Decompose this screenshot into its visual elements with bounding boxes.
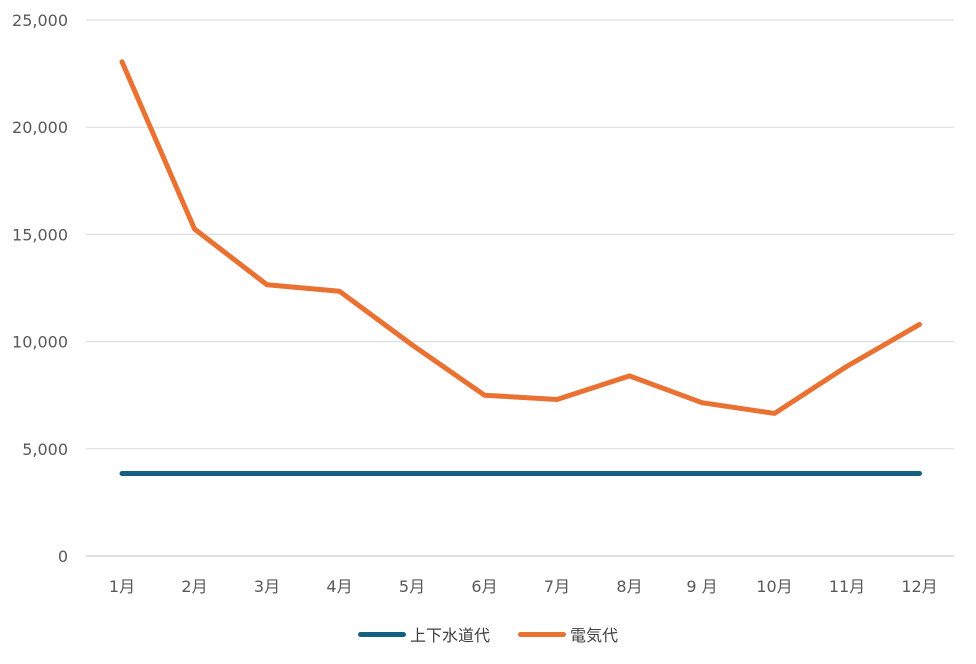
x-tick-label: 12月: [901, 577, 937, 596]
y-tick-label: 5,000: [22, 440, 68, 459]
y-tick-label: 25,000: [12, 11, 68, 30]
x-tick-label: 3月: [254, 577, 280, 596]
y-tick-label: 20,000: [12, 118, 68, 137]
y-tick-label: 15,000: [12, 225, 68, 244]
x-tick-label: 11月: [829, 577, 865, 596]
x-tick-label: 9 月: [686, 577, 717, 596]
legend-label-electricity: 電気代: [570, 626, 619, 645]
y-tick-label: 0: [58, 547, 68, 566]
legend-item-water: 上下水道代: [357, 622, 490, 646]
legend: 上下水道代 電気代: [0, 620, 976, 648]
x-tick-label: 1月: [109, 577, 135, 596]
x-tick-label: 5月: [399, 577, 425, 596]
legend-item-electricity: 電気代: [518, 622, 618, 646]
x-tick-label: 2月: [181, 577, 207, 596]
x-tick-label: 7月: [544, 577, 570, 596]
legend-swatch-water: [357, 631, 406, 637]
x-tick-label: 4月: [326, 577, 352, 596]
y-tick-label: 10,000: [12, 333, 68, 352]
legend-swatch-electricity: [518, 631, 566, 637]
x-tick-label: 10月: [756, 577, 792, 596]
series-line-1: [119, 59, 922, 416]
x-tick-label: 6月: [471, 577, 497, 596]
legend-label-water: 上下水道代: [409, 626, 490, 645]
x-tick-label: 8月: [616, 577, 642, 596]
